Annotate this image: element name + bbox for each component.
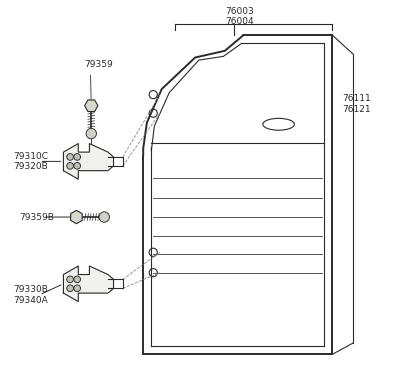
Text: 79310C
79320B: 79310C 79320B: [13, 152, 48, 171]
Circle shape: [99, 212, 110, 222]
Circle shape: [86, 128, 97, 139]
Circle shape: [67, 162, 73, 169]
Circle shape: [67, 154, 73, 160]
Polygon shape: [63, 266, 113, 302]
Text: 76003
76004: 76003 76004: [225, 7, 254, 26]
Circle shape: [74, 285, 80, 292]
Text: 79359B: 79359B: [19, 213, 54, 221]
Polygon shape: [63, 144, 113, 179]
Circle shape: [74, 154, 80, 160]
Text: 79330B
79340A: 79330B 79340A: [13, 285, 48, 305]
Circle shape: [67, 285, 73, 292]
Text: 76111
76121: 76111 76121: [342, 94, 371, 114]
Circle shape: [74, 276, 80, 283]
Circle shape: [74, 162, 80, 169]
Text: 79359: 79359: [84, 60, 113, 69]
Circle shape: [67, 276, 73, 283]
